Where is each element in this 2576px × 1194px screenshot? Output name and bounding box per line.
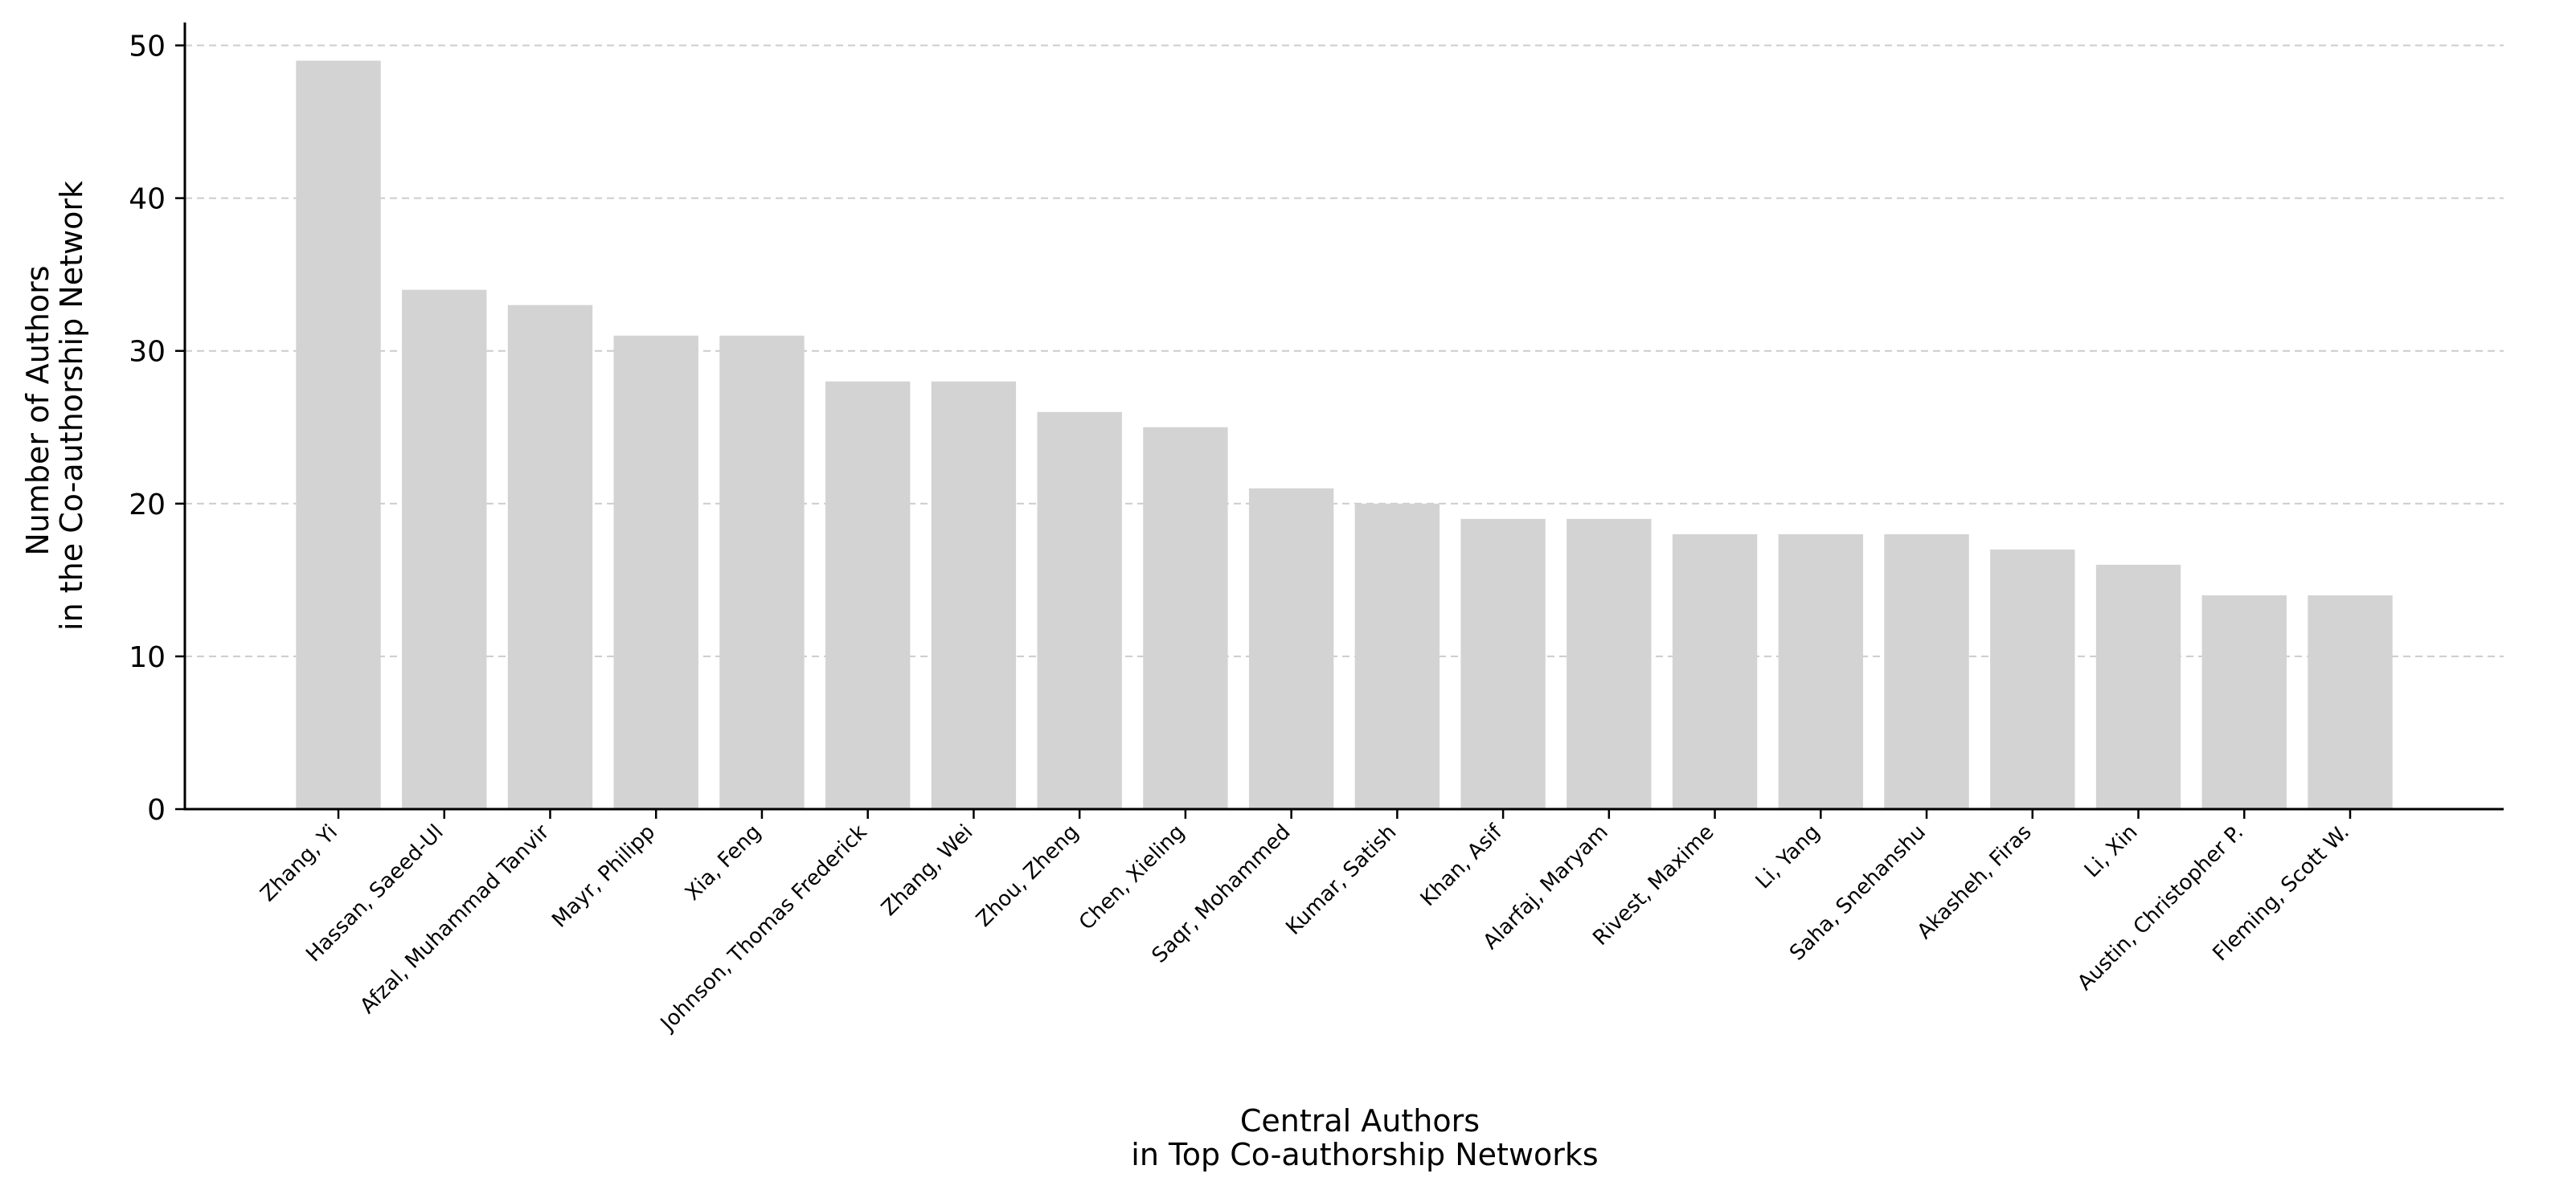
x-tick-label: Afzal, Muhammad Tanvir xyxy=(355,820,554,1019)
x-axis-title-line-2: in Top Co-authorship Networks xyxy=(1131,1137,1598,1172)
x-tick-label: Zhang, Yi xyxy=(256,820,342,906)
bar xyxy=(1248,488,1334,809)
x-tick-label: Mayr, Philipp xyxy=(547,820,660,933)
x-tick-label: Akasheh, Firas xyxy=(1913,820,2037,944)
bar xyxy=(613,335,698,809)
bar xyxy=(402,289,487,809)
x-axis-title-line-1: Central Authors xyxy=(1240,1103,1480,1139)
bar xyxy=(1884,534,1969,809)
y-tick-label: 10 xyxy=(129,641,166,674)
y-tick-label: 30 xyxy=(129,336,166,369)
bar xyxy=(719,335,805,809)
bar xyxy=(1037,411,1122,809)
bar xyxy=(296,60,381,809)
y-tick-label: 0 xyxy=(147,794,166,827)
bar xyxy=(1354,503,1440,809)
bar xyxy=(1672,534,1758,809)
bar xyxy=(1778,534,1864,809)
y-ticks: 0 10 20 30 40 50 xyxy=(129,31,185,827)
bar xyxy=(2308,595,2393,809)
bar xyxy=(1990,549,2075,809)
bar xyxy=(1143,427,1228,809)
x-tick-label: Khan, Asif xyxy=(1416,820,1508,911)
y-axis-title-line-1: Number of Authors xyxy=(20,265,55,555)
x-axis-title: Central Authors in Top Co-authorship Net… xyxy=(1131,1103,1598,1172)
axes xyxy=(183,22,2504,811)
x-tick-label: Chen, Xieling xyxy=(1075,820,1190,935)
y-tick-label: 50 xyxy=(129,31,166,63)
bars xyxy=(296,60,2393,809)
y-axis-title: Number of Authors in the Co-authorship N… xyxy=(20,181,89,631)
x-tick-label: Johnson, Thomas Frederick xyxy=(655,820,872,1037)
bar xyxy=(1460,518,1546,809)
x-tick-label: Li, Xin xyxy=(2080,820,2143,883)
bar xyxy=(507,305,593,809)
x-tick-label: Kumar, Satish xyxy=(1281,820,1401,940)
bar xyxy=(2201,595,2287,809)
x-tick-label: Li, Yang xyxy=(1751,820,1825,894)
y-tick-label: 20 xyxy=(129,489,166,521)
x-tick-label: Zhang, Wei xyxy=(877,820,977,921)
bar xyxy=(825,381,911,809)
y-axis-title-line-2: in the Co-authorship Network xyxy=(54,181,89,631)
x-tick-label: Zhou, Zheng xyxy=(972,820,1083,932)
bar xyxy=(2095,564,2181,809)
x-tick-label: Xia, Feng xyxy=(681,820,766,906)
bar xyxy=(931,381,1017,809)
bar xyxy=(1566,518,1652,809)
y-tick-label: 40 xyxy=(129,183,166,216)
